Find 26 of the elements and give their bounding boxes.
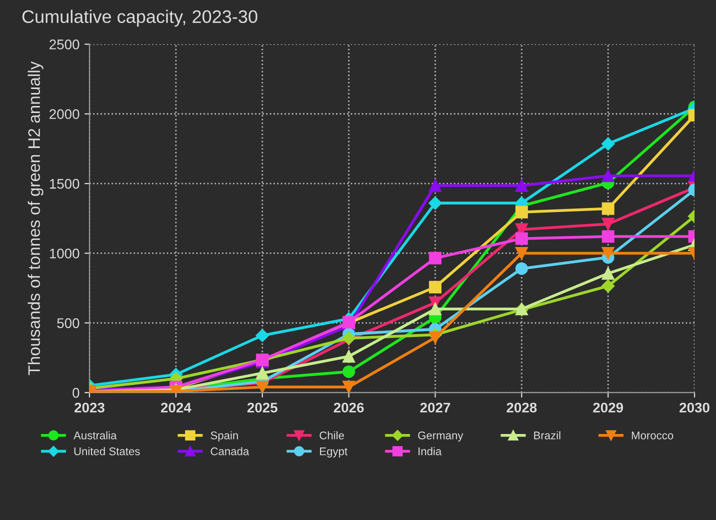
legend-label: Canada [210,447,250,456]
chart-title: Cumulative capacity, 2023-30 [22,10,258,27]
x-tick-label: 2027 [420,402,450,413]
legend-label: Australia [74,431,117,440]
x-tick-label: 2024 [160,402,192,413]
y-tick-label: 2000 [50,109,80,120]
legend-label: Chile [320,431,344,440]
y-tick-label: 1000 [50,248,80,258]
legend-label: Egypt [320,448,348,458]
x-tick-label: 2023 [74,402,104,413]
legend-label: Brazil [534,431,560,440]
y-tick-label: 1500 [50,178,80,189]
x-tick-label: 2028 [506,402,537,413]
x-tick-label: 2030 [680,402,710,413]
x-tick-label: 2026 [334,402,364,413]
y-axis-title: Thousands of tonnes of green H2 annually [28,61,44,376]
y-tick-label: 0 [72,388,80,398]
legend-label: India [418,447,442,456]
legend-label: United States [74,447,140,456]
y-tick-label: 500 [57,318,80,328]
x-tick-label: 2025 [247,402,278,413]
legend-label: Spain [210,431,238,442]
legend-label: Morocco [632,432,674,440]
legend-label: Germany [418,431,464,442]
x-tick-label: 2029 [593,402,624,413]
y-tick-label: 2500 [50,40,80,50]
